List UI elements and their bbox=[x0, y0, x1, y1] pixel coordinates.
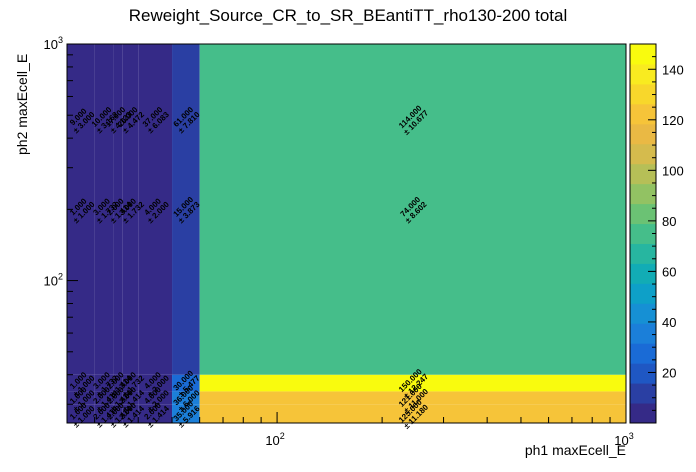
heatmap-cell bbox=[67, 374, 95, 392]
heatmap-cell bbox=[172, 374, 200, 392]
colorbar-tick-label: 140 bbox=[662, 62, 684, 77]
colorbar-swatch bbox=[630, 103, 656, 125]
heatmap-cell bbox=[94, 391, 114, 405]
heatmap-cell bbox=[94, 404, 114, 423]
colorbar-swatch bbox=[630, 143, 656, 165]
colorbar-tick-label: 20 bbox=[662, 365, 676, 380]
heatmap-cell bbox=[199, 374, 626, 392]
heatmap-cell bbox=[94, 44, 114, 375]
colorbar-swatch bbox=[630, 83, 656, 105]
colorbar-swatch bbox=[630, 183, 656, 205]
heatmap-cell bbox=[138, 404, 173, 423]
colorbar-swatch bbox=[630, 163, 656, 185]
heatmap-cells bbox=[67, 44, 626, 423]
colorbar-tick-label: 40 bbox=[662, 315, 676, 330]
colorbar-swatch bbox=[630, 403, 656, 424]
heatmap-cell bbox=[113, 404, 123, 423]
colorbar-tick-label: 60 bbox=[662, 264, 676, 279]
colorbar-swatch bbox=[630, 323, 656, 344]
colorbar-swatch bbox=[630, 303, 656, 324]
colorbar-swatch bbox=[630, 63, 656, 85]
colorbar-tick-label: 80 bbox=[662, 214, 676, 229]
colorbar-tick-label: 120 bbox=[662, 113, 684, 128]
colorbar-swatch bbox=[630, 343, 656, 364]
colorbar-swatch bbox=[630, 363, 656, 384]
heatmap-cell bbox=[122, 374, 139, 392]
heatmap-cell bbox=[199, 391, 626, 405]
y-tick-label: 102 bbox=[44, 272, 63, 289]
y-tick-label: 103 bbox=[44, 35, 63, 52]
x-tick-label: 102 bbox=[265, 431, 284, 448]
heatmap-cell bbox=[122, 391, 139, 405]
heatmap-cell bbox=[199, 404, 626, 423]
colorbar-swatch bbox=[630, 223, 656, 244]
colorbar-swatch bbox=[630, 44, 656, 65]
heatmap-cell bbox=[122, 404, 139, 423]
heatmap-cell bbox=[67, 404, 95, 423]
colorbar: 20 40 60 80 100 120 140 bbox=[629, 43, 684, 424]
heatmap-cell bbox=[138, 44, 173, 375]
heatmap-cell bbox=[199, 44, 626, 375]
x-axis-label: ph1 maxEcell_E bbox=[524, 442, 626, 458]
y-axis-label: ph2 maxEcell_E bbox=[14, 53, 30, 155]
heatmap-cell bbox=[113, 374, 123, 392]
colorbar-tick-label: 100 bbox=[662, 163, 684, 178]
colorbar-swatch bbox=[630, 263, 656, 284]
heatmap-cell bbox=[172, 404, 200, 423]
heatmap-cell bbox=[67, 391, 95, 405]
colorbar-swatch bbox=[630, 203, 656, 225]
chart-title: Reweight_Source_CR_to_SR_BEantiTT_rho130… bbox=[128, 6, 568, 25]
heatmap-cell bbox=[138, 391, 173, 405]
axis-ticks: 102 103 102 103 bbox=[44, 35, 634, 448]
colorbar-swatch bbox=[630, 123, 656, 145]
heatmap-cell bbox=[138, 374, 173, 392]
colorbar-swatch bbox=[630, 243, 656, 264]
heatmap-cell bbox=[94, 374, 114, 392]
colorbar-swatch bbox=[630, 283, 656, 304]
heatmap-cell bbox=[122, 44, 139, 375]
x-tick-label: 103 bbox=[614, 431, 633, 448]
heatmap-cell bbox=[172, 44, 200, 375]
plot-frame bbox=[66, 43, 627, 424]
heatmap-cell bbox=[113, 44, 123, 375]
heatmap-cell bbox=[172, 391, 200, 405]
colorbar-swatch bbox=[630, 383, 656, 404]
heatmap-cell bbox=[113, 391, 123, 405]
